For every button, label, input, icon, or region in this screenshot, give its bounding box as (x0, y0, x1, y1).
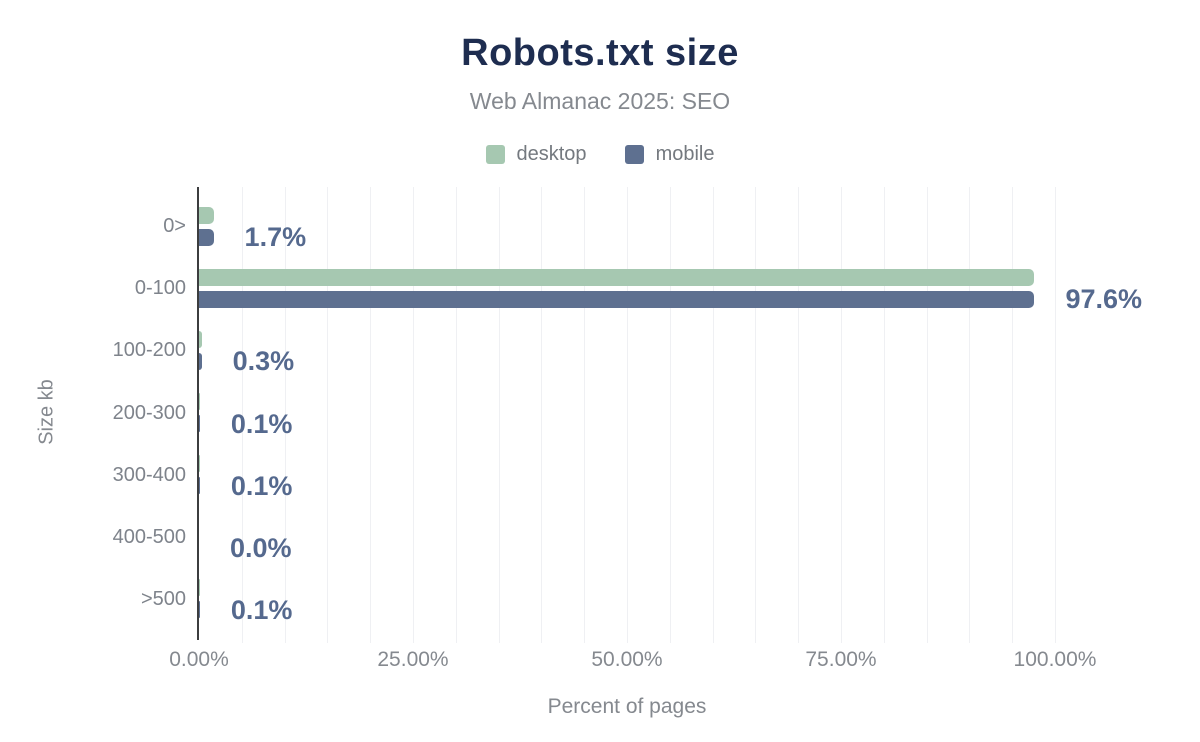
gridline (969, 187, 971, 643)
bar-desktop->500 (199, 579, 200, 597)
gridline (498, 187, 500, 643)
gridline (798, 187, 800, 643)
gridline (413, 187, 414, 643)
x-tick-label: 25.00% (377, 648, 449, 671)
value-label: 0.3% (232, 346, 295, 377)
value-label: 0.1% (230, 470, 293, 501)
gridline (627, 187, 628, 643)
value-label: 0.1% (230, 408, 293, 439)
gridline (1012, 187, 1014, 643)
value-label: 0.0% (230, 532, 292, 563)
gridline (284, 187, 286, 643)
x-axis-title: Percent of pages (547, 695, 707, 718)
gridline (584, 187, 586, 643)
value-label: 97.6% (1065, 284, 1143, 315)
bar-desktop-300-400 (199, 455, 200, 473)
value-label: 0.1% (230, 594, 293, 625)
bar-desktop-100-200 (199, 330, 202, 348)
bar-desktop-0-100 (199, 268, 1035, 286)
bar-desktop-200-300 (199, 393, 200, 410)
chart-title: Robots.txt size (461, 32, 739, 74)
value-label: 1.7% (244, 222, 307, 253)
x-tick-label: 0.00% (169, 648, 229, 671)
gridline (327, 187, 329, 643)
gridline (541, 187, 543, 643)
bar-mobile-100-200 (199, 352, 202, 370)
bar-desktop-0> (199, 206, 214, 224)
legend-label-desktop: desktop (516, 143, 587, 165)
plot-area: 1.7% 97.6% 0.3% 0.1% 0.1% 0.0% 0.1% (197, 187, 1142, 643)
gridline (712, 187, 714, 643)
gridline (669, 187, 671, 643)
gridline (370, 187, 372, 643)
bar-mobile->500 (199, 601, 200, 619)
gridline (755, 187, 757, 643)
y-tick-label: 0> (163, 215, 186, 238)
gridline (883, 187, 885, 643)
bar-mobile-200-300 (199, 415, 200, 432)
chart-subtitle: Web Almanac 2025: SEO (469, 88, 731, 114)
legend-item-desktop[interactable]: desktop (485, 143, 587, 166)
y-tick-label: >500 (140, 587, 186, 610)
legend-item-mobile[interactable]: mobile (624, 143, 715, 166)
y-tick-label: 0-100 (134, 277, 186, 300)
gridline (841, 187, 842, 643)
y-tick-label: 400-500 (112, 525, 186, 548)
legend-label-mobile: mobile (655, 143, 715, 165)
gridline (241, 187, 243, 643)
gridline (455, 187, 457, 643)
bar-mobile-0-100 (199, 290, 1035, 308)
y-tick-label: 300-400 (112, 463, 186, 486)
x-tick-label: 50.00% (591, 648, 663, 671)
bar-mobile-300-400 (199, 477, 200, 495)
bar-mobile-0> (199, 228, 214, 246)
legend-swatch-desktop (485, 145, 505, 164)
gridline (926, 187, 928, 643)
x-tick-label: 100.00% (1013, 648, 1097, 671)
x-tick-label: 75.00% (805, 648, 877, 671)
gridline (1055, 187, 1056, 643)
y-tick-label: 200-300 (112, 401, 186, 424)
legend: desktop mobile (0, 143, 1200, 166)
y-axis-line (197, 187, 199, 640)
legend-swatch-mobile (624, 145, 644, 164)
y-tick-label: 100-200 (112, 339, 186, 362)
